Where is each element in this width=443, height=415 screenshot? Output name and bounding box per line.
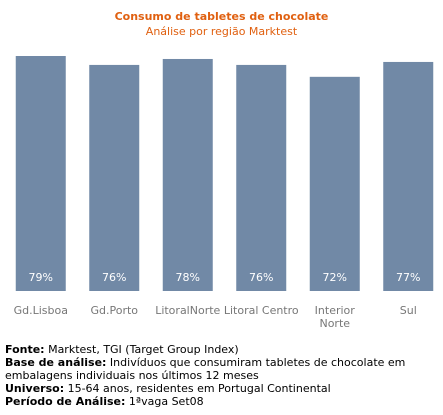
bar-value-label: 77% — [396, 271, 420, 284]
bar-value-label: 76% — [249, 271, 273, 284]
period-label: Período de Análise: — [5, 395, 126, 408]
bar-litoral-centro — [236, 64, 287, 292]
bar-gd-porto — [89, 64, 140, 292]
bar-chart: 79% Gd.Lisboa 76% Gd.Porto 78% LitoralNorte 76… — [14, 56, 434, 330]
category-label: Sul — [400, 304, 417, 317]
category-label: Litoral Centro — [224, 304, 299, 317]
bar-value-label: 76% — [102, 271, 126, 284]
category-label: LitoralNorte — [155, 304, 220, 317]
source-line: Fonte: Marktest, TGI (Target Group Index… — [5, 343, 441, 356]
bar-value-label: 79% — [29, 271, 53, 284]
chart-title: Consumo de tabletes de chocolate — [114, 10, 329, 23]
chart-subtitle: Análise por região Marktest — [145, 25, 298, 38]
bar-gd-lisboa — [15, 56, 66, 291]
period-line: Período de Análise: 1ªvaga Set08 — [5, 395, 441, 408]
category-label: Gd.Lisboa — [14, 304, 68, 317]
bar-litoralnorte — [162, 58, 213, 291]
source-notes: Fonte: Marktest, TGI (Target Group Index… — [5, 343, 441, 408]
source-label: Fonte: — [5, 343, 45, 356]
source-text: Marktest, TGI (Target Group Index) — [44, 343, 239, 356]
period-text: 1ªvaga Set08 — [125, 395, 204, 408]
bar-value-label: 78% — [176, 271, 200, 284]
category-label: Interior — [315, 304, 356, 317]
base-text: Indivíduos que consumiram tabletes de ch… — [5, 356, 406, 382]
universe-label: Universo: — [5, 382, 65, 395]
bar-value-label: 72% — [323, 271, 347, 284]
category-label: Gd.Porto — [90, 304, 138, 317]
base-line: Base de análise: Indivíduos que consumir… — [5, 356, 441, 382]
universe-line: Universo: 15-64 anos, residentes em Port… — [5, 382, 441, 395]
bar-sul — [383, 61, 434, 291]
category-label: Norte — [319, 317, 350, 330]
base-label: Base de análise: — [5, 356, 107, 369]
bar-interior-norte — [309, 76, 360, 291]
universe-text: 15-64 anos, residentes em Portugal Conti… — [64, 382, 331, 395]
